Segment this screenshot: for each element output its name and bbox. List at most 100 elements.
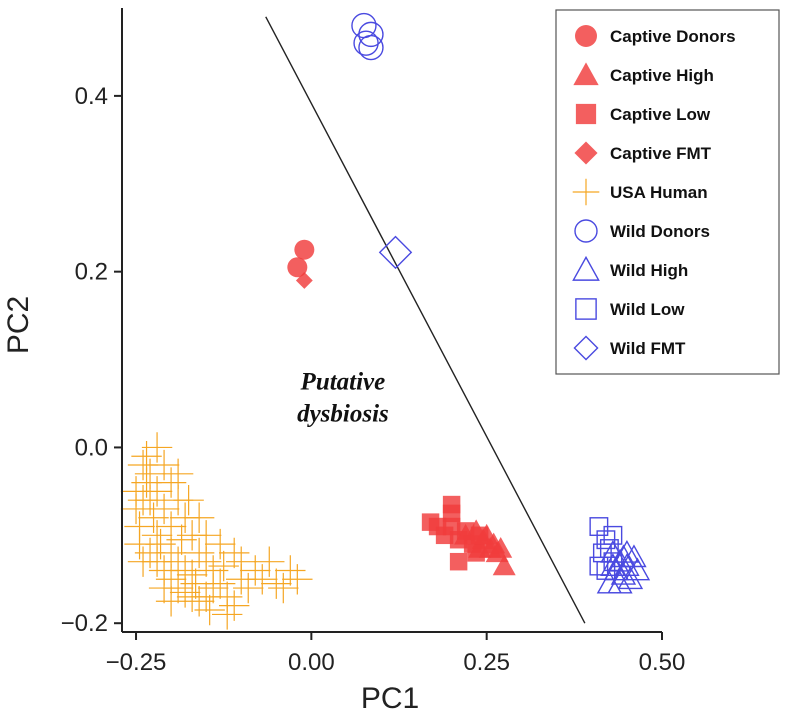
data-point [190, 546, 222, 577]
x-tick-label: 0.00 [288, 649, 335, 676]
data-point [492, 554, 516, 576]
data-point [353, 30, 379, 56]
data-point [603, 525, 623, 545]
data-point [166, 524, 197, 555]
legend-label: Captive Low [610, 105, 711, 124]
legend-swatch [574, 219, 598, 243]
legend-swatch [573, 62, 599, 86]
data-point [287, 257, 308, 278]
data-point [282, 564, 313, 595]
data-point [127, 546, 159, 577]
data-point [449, 552, 468, 571]
y-axis-title: PC2 [2, 296, 35, 354]
data-point [127, 484, 159, 516]
legend-swatch [574, 141, 598, 165]
x-tick-label: 0.50 [639, 649, 686, 676]
data-point [614, 539, 640, 563]
data-point [194, 594, 225, 626]
data-point [120, 476, 152, 507]
legend-swatch [575, 25, 597, 47]
divider-layer [265, 16, 586, 624]
data-point [624, 557, 651, 581]
tick-marks: −0.25 0.00 0.25 0.50 −0.2 0.0 0.2 0.4 [61, 83, 686, 676]
axes: −0.25 0.00 0.25 0.50 −0.2 0.0 0.2 0.4 [61, 8, 686, 676]
annotation-dysbiosis: dysbiosis [297, 400, 389, 427]
data-point [155, 586, 187, 617]
series-wild-donors [351, 12, 384, 61]
data-marks [120, 12, 651, 630]
data-point [124, 528, 155, 560]
data-point [141, 432, 173, 463]
data-point [162, 458, 194, 490]
data-point [442, 517, 461, 536]
data-point [294, 239, 315, 260]
data-point [148, 493, 180, 525]
data-point [155, 467, 187, 498]
data-point [254, 546, 285, 577]
legend-label: Wild High [610, 261, 688, 280]
data-point [599, 539, 619, 558]
y-tick-label: 0.4 [75, 83, 108, 110]
series-captive-fmt [295, 272, 313, 289]
legend-swatch [572, 178, 600, 206]
x-tick-label: 0.25 [463, 649, 510, 676]
data-point [596, 561, 616, 580]
legend-item: Captive High [573, 62, 714, 86]
legend-item: Wild Donors [574, 219, 710, 243]
data-point [219, 590, 250, 621]
data-point [148, 449, 180, 481]
data-point [275, 555, 306, 586]
legend-item: Wild High [572, 255, 688, 281]
data-point [141, 520, 173, 551]
legend-item: Wild Low [575, 298, 685, 320]
series-captive-donors [287, 239, 315, 278]
data-point [211, 599, 243, 630]
data-point [226, 546, 257, 577]
x-tick-label: −0.25 [106, 649, 167, 676]
data-point [204, 528, 236, 560]
legend-swatch [572, 255, 600, 281]
legend-label: Wild Low [610, 300, 685, 319]
legend-swatch [575, 298, 597, 320]
legend-item: Captive Donors [575, 25, 736, 47]
y-tick-label: −0.2 [61, 610, 108, 637]
data-point [351, 12, 377, 39]
data-point [190, 520, 222, 551]
data-point [208, 550, 239, 582]
series-usa-human [120, 432, 313, 630]
data-point [183, 502, 215, 533]
legend-label: Wild FMT [610, 339, 686, 358]
data-point [173, 484, 204, 516]
data-point [148, 572, 180, 604]
x-axis-title: PC1 [361, 682, 419, 715]
data-point [358, 21, 384, 48]
y-tick-label: 0.2 [75, 259, 108, 286]
data-point [607, 570, 633, 594]
data-point [183, 537, 215, 569]
legend-label: Captive High [610, 66, 714, 85]
data-point [295, 272, 313, 289]
legend-item: Wild FMT [573, 335, 686, 361]
data-point [233, 572, 264, 604]
data-point [268, 572, 299, 604]
legend-label: Captive Donors [610, 27, 736, 46]
data-point [134, 458, 166, 490]
legend-item: Captive Low [575, 103, 711, 125]
data-point [589, 556, 609, 576]
legend: Captive Donors Captive High Captive Low Cap… [555, 9, 780, 375]
annotation-putative: Putative [300, 368, 386, 395]
data-point [240, 555, 271, 586]
legend-label: USA Human [610, 183, 708, 202]
data-point [456, 522, 475, 540]
data-point [261, 568, 292, 599]
data-point [378, 235, 413, 270]
data-point [180, 568, 211, 599]
data-point [467, 544, 485, 562]
legend-label: Captive FMT [610, 144, 712, 163]
data-point [470, 526, 489, 545]
series-captive-low [421, 495, 489, 571]
series-wild-low [589, 517, 623, 580]
data-point [176, 559, 208, 591]
series-wild-fmt [378, 235, 413, 270]
